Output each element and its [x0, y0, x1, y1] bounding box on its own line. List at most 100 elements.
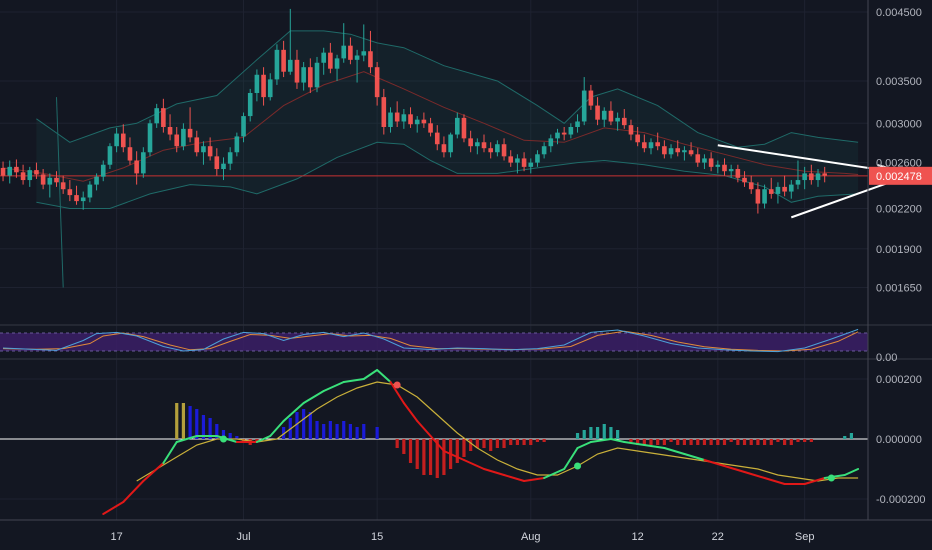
candle[interactable] — [802, 173, 807, 181]
candle[interactable] — [234, 136, 240, 153]
candle[interactable] — [421, 119, 427, 124]
candle[interactable] — [100, 164, 106, 177]
candle[interactable] — [134, 160, 139, 174]
candle[interactable] — [174, 134, 180, 147]
candle[interactable] — [642, 142, 647, 149]
candle[interactable] — [702, 158, 707, 163]
candle[interactable] — [241, 116, 246, 137]
candle[interactable] — [495, 144, 500, 153]
candle[interactable] — [374, 67, 380, 98]
candle[interactable] — [247, 93, 253, 117]
candle[interactable] — [635, 134, 640, 143]
candle[interactable] — [715, 164, 721, 167]
candle[interactable] — [254, 74, 260, 94]
candle[interactable] — [107, 146, 113, 165]
candle[interactable] — [428, 123, 433, 133]
candle[interactable] — [555, 132, 560, 139]
candle[interactable] — [822, 173, 827, 176]
candle[interactable] — [762, 189, 767, 204]
candle[interactable] — [688, 150, 694, 155]
candle[interactable] — [54, 177, 59, 183]
candle[interactable] — [201, 146, 206, 153]
candle[interactable] — [381, 97, 387, 127]
candle[interactable] — [601, 110, 607, 120]
candle[interactable] — [328, 52, 333, 69]
candle[interactable] — [7, 166, 13, 176]
candle[interactable] — [321, 52, 326, 63]
candle[interactable] — [214, 156, 220, 170]
candle[interactable] — [167, 126, 173, 135]
candle[interactable] — [194, 137, 200, 153]
candle[interactable] — [768, 189, 774, 194]
candle[interactable] — [314, 62, 320, 88]
candle[interactable] — [0, 167, 6, 176]
candle[interactable] — [695, 154, 701, 163]
candle[interactable] — [227, 152, 233, 164]
candle[interactable] — [481, 142, 487, 149]
candle[interactable] — [628, 125, 634, 135]
candle[interactable] — [668, 148, 674, 155]
candle[interactable] — [74, 195, 79, 202]
candle[interactable] — [67, 189, 73, 196]
candle[interactable] — [448, 134, 453, 153]
candle[interactable] — [461, 117, 467, 139]
candle[interactable] — [281, 49, 286, 72]
candle[interactable] — [308, 67, 313, 88]
candle[interactable] — [468, 138, 473, 147]
candle[interactable] — [388, 112, 393, 127]
candle[interactable] — [735, 169, 741, 178]
candle[interactable] — [114, 133, 119, 147]
candle[interactable] — [621, 117, 627, 126]
candle[interactable] — [267, 79, 273, 98]
candle[interactable] — [60, 182, 66, 190]
candle[interactable] — [708, 158, 714, 167]
candle[interactable] — [34, 170, 39, 175]
candle[interactable] — [775, 186, 781, 194]
candle[interactable] — [568, 126, 574, 135]
candle[interactable] — [394, 112, 400, 122]
candle[interactable] — [648, 142, 654, 149]
candle[interactable] — [414, 119, 420, 125]
candle[interactable] — [47, 177, 53, 185]
candle[interactable] — [535, 154, 540, 163]
candle[interactable] — [94, 176, 99, 185]
candle[interactable] — [181, 128, 186, 147]
candle[interactable] — [207, 146, 213, 157]
candle[interactable] — [508, 156, 514, 163]
macd-panel[interactable] — [0, 369, 868, 515]
candle[interactable] — [575, 121, 580, 127]
candle[interactable] — [521, 158, 527, 167]
candle[interactable] — [40, 174, 46, 185]
candle[interactable] — [608, 110, 614, 122]
candle[interactable] — [454, 117, 460, 135]
candle[interactable] — [675, 148, 681, 153]
candle[interactable] — [368, 51, 373, 68]
candle[interactable] — [488, 148, 493, 153]
candle[interactable] — [221, 163, 226, 170]
candle[interactable] — [120, 133, 126, 148]
candle[interactable] — [475, 142, 480, 147]
candle[interactable] — [662, 146, 667, 155]
candle[interactable] — [728, 169, 734, 172]
candle[interactable] — [434, 132, 440, 145]
price-panel[interactable] — [0, 8, 912, 288]
candle[interactable] — [287, 59, 293, 72]
candle[interactable] — [782, 186, 787, 192]
candle[interactable] — [348, 45, 353, 60]
candle[interactable] — [588, 90, 594, 106]
candle[interactable] — [301, 67, 306, 83]
candle[interactable] — [141, 152, 146, 174]
candle[interactable] — [561, 132, 567, 135]
candle[interactable] — [261, 74, 266, 98]
candle[interactable] — [341, 45, 347, 59]
candle[interactable] — [595, 105, 600, 120]
candle[interactable] — [27, 170, 33, 181]
candle[interactable] — [441, 144, 447, 153]
candle[interactable] — [809, 173, 814, 181]
candle[interactable] — [742, 177, 747, 183]
candle[interactable] — [528, 162, 534, 167]
candle[interactable] — [548, 138, 554, 147]
candle[interactable] — [187, 128, 193, 138]
candle[interactable] — [408, 114, 413, 125]
candle[interactable] — [682, 150, 687, 153]
